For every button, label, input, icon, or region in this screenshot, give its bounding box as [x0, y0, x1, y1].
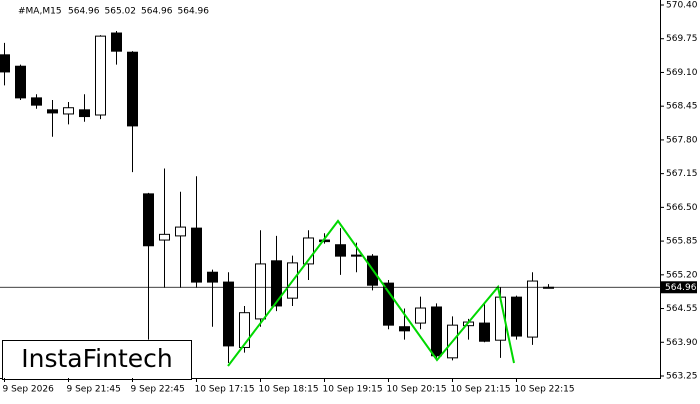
- x-tick-label: 10 Sep 20:15: [387, 385, 447, 395]
- candle-body: [511, 296, 522, 337]
- y-tick-label: 568.45: [666, 102, 698, 112]
- candle-body: [31, 97, 42, 106]
- x-tick-label: 9 Sep 21:45: [67, 385, 121, 395]
- candle-body: [95, 35, 106, 116]
- y-tick-label: 563.90: [666, 338, 698, 348]
- candle-body: [207, 271, 218, 283]
- candle-body: [159, 233, 170, 241]
- plot: [0, 30, 554, 364]
- y-tick-label: 567.80: [666, 135, 698, 145]
- y-tick-label: 566.50: [666, 203, 698, 213]
- candle-body: [335, 244, 346, 257]
- candle-body: [351, 254, 362, 257]
- candle-body: [143, 193, 154, 247]
- x-tick-label: 10 Sep 18:15: [259, 385, 319, 395]
- candle-body: [479, 322, 490, 342]
- candle-body: [415, 307, 426, 324]
- candle-body: [63, 107, 74, 115]
- chart-title: #MA,M15: [18, 7, 62, 17]
- x-tick-label: 9 Sep 2026: [3, 385, 55, 395]
- logo-box: [2, 340, 192, 380]
- x-tick-label: 9 Sep 22:45: [131, 385, 185, 395]
- candle-body: [399, 326, 410, 332]
- candle-body: [191, 227, 202, 283]
- y-tick-label: 563.25: [666, 372, 698, 382]
- candle-body: [79, 109, 90, 118]
- y-tick-label: 565.85: [666, 237, 698, 247]
- candle-body: [111, 32, 122, 52]
- candle-body: [0, 54, 10, 73]
- candle-body: [255, 263, 266, 320]
- candle-body: [223, 281, 234, 347]
- y-tick-label: 569.10: [666, 68, 698, 78]
- y-tick-label: 565.20: [666, 270, 698, 280]
- header-value: 565.02: [105, 7, 137, 17]
- x-tick-label: 10 Sep 22:15: [515, 385, 575, 395]
- logo: InstaFintech: [21, 344, 173, 373]
- candle-body: [175, 226, 186, 237]
- x-tick-label: 10 Sep 21:15: [451, 385, 511, 395]
- header-value: 564.96: [141, 7, 173, 17]
- header-value: 564.96: [68, 7, 100, 17]
- y-tick-label: 567.15: [666, 169, 698, 179]
- x-tick-label: 10 Sep 19:15: [323, 385, 383, 395]
- candle-body: [239, 312, 250, 348]
- y-tick-label: 570.40: [666, 1, 698, 11]
- candle-body: [431, 306, 442, 357]
- candle-body: [383, 282, 394, 326]
- header-value: 564.96: [178, 7, 210, 17]
- price-label-box: [661, 281, 697, 294]
- price-label: 564.96: [665, 283, 697, 293]
- candle-body: [15, 65, 26, 99]
- candle-body: [47, 109, 58, 114]
- candle-body: [303, 237, 314, 265]
- pattern-line: [227, 219, 515, 367]
- candle-body: [527, 280, 538, 338]
- y-tick-label: 569.75: [666, 34, 698, 44]
- candle-body: [127, 51, 138, 127]
- candle-body: [271, 260, 282, 307]
- y-tick-label: 564.55: [666, 304, 698, 314]
- x-tick-label: 10 Sep 17:15: [195, 385, 255, 395]
